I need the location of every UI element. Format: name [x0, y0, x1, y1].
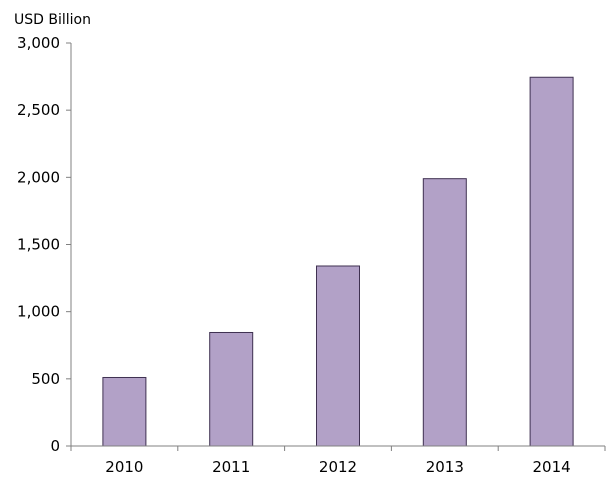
x-tick-label: 2011 — [212, 458, 250, 476]
x-axis-ticks: 2010 2011 2012 2013 2014 — [70, 446, 606, 476]
x-tick-label: 2012 — [319, 458, 357, 476]
bar-2010 — [102, 376, 147, 447]
y-tick-label: 500 — [31, 370, 60, 388]
bar-2012 — [316, 265, 360, 447]
y-tick-label: 3,000 — [17, 34, 60, 52]
y-tick-label: 0 — [50, 437, 60, 455]
x-tick-label: 2013 — [426, 458, 464, 476]
y-axis-unit-label: USD Billion — [14, 12, 91, 28]
y-axis-ticks: 0 500 1,000 1,500 2,000 2,500 3,000 — [17, 34, 71, 455]
x-tick-label: 2014 — [533, 458, 571, 476]
y-tick-label: 2,500 — [17, 101, 60, 119]
bar-2013 — [422, 178, 467, 447]
x-tick-label: 2010 — [105, 458, 143, 476]
y-tick-label: 2,000 — [17, 168, 60, 186]
bar-2014 — [529, 76, 574, 447]
bars-group — [102, 76, 574, 447]
y-tick-label: 1,000 — [17, 303, 60, 321]
bar-2011 — [209, 331, 254, 447]
y-tick-label: 1,500 — [17, 236, 60, 254]
